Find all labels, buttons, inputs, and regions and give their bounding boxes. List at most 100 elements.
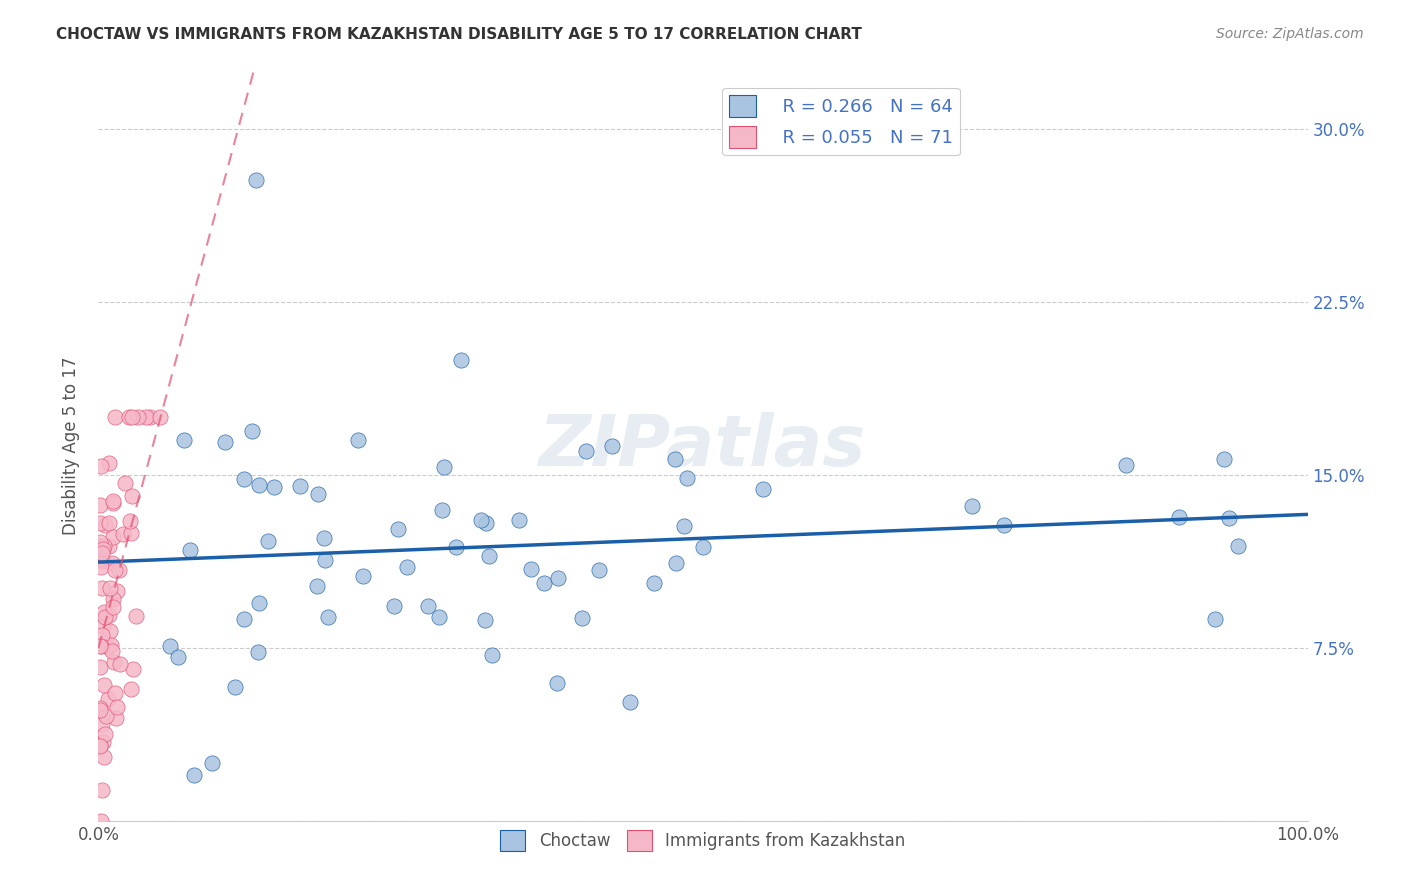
Point (665, 556, 688, 570)
Point (93, 749, 115, 764)
Point (347, 434, 370, 448)
Point (263, 480, 285, 494)
Point (127, 410, 149, 425)
Point (90, 458, 112, 473)
Point (90, 639, 112, 653)
Point (89, 738, 111, 752)
Point (387, 522, 409, 536)
Point (125, 608, 148, 623)
Point (89, 739, 111, 753)
Point (105, 583, 128, 598)
Point (470, 513, 492, 527)
Point (214, 434, 236, 449)
Point (93, 605, 115, 619)
Point (478, 549, 501, 563)
Point (249, 478, 271, 492)
Point (112, 526, 135, 541)
Point (318, 610, 340, 624)
Point (139, 410, 162, 425)
Point (98, 624, 121, 638)
Point (520, 562, 543, 576)
Point (94, 709, 117, 723)
Point (508, 513, 530, 527)
Point (105, 700, 128, 714)
Point (481, 648, 503, 662)
Point (89, 539, 111, 553)
Point (314, 531, 336, 545)
Point (91, 619, 114, 633)
Point (91, 541, 114, 556)
Point (382, 599, 405, 613)
Point (474, 613, 496, 627)
Point (104, 686, 127, 700)
Point (256, 533, 278, 548)
Point (201, 756, 224, 770)
Point (546, 675, 568, 690)
Point (179, 542, 201, 557)
Text: Source: ZipAtlas.com: Source: ZipAtlas.com (1216, 27, 1364, 41)
Point (547, 571, 569, 585)
Point (120, 682, 142, 697)
Point (120, 525, 142, 540)
Point (960, 500, 983, 514)
Point (664, 452, 686, 467)
Point (91, 546, 114, 560)
Point (246, 645, 269, 659)
Point (600, 439, 623, 453)
Point (159, 639, 181, 653)
Point (1168, 510, 1191, 524)
Point (91, 783, 114, 797)
Point (97, 692, 120, 706)
Point (173, 433, 195, 447)
Point (104, 563, 127, 577)
Point (1115, 458, 1137, 472)
Point (1218, 511, 1240, 525)
Point (97, 516, 120, 530)
Point (103, 530, 125, 544)
Point (288, 479, 311, 493)
Point (166, 650, 188, 665)
Point (98, 456, 121, 470)
Point (91, 717, 114, 731)
Point (114, 475, 136, 490)
Point (101, 556, 124, 570)
Point (120, 515, 142, 529)
Point (993, 518, 1015, 533)
Point (89, 660, 111, 674)
Point (247, 596, 270, 610)
Point (94, 727, 117, 741)
Text: CHOCTAW VS IMMIGRANTS FROM KAZAKHSTAN DISABILITY AGE 5 TO 17 CORRELATION CHART: CHOCTAW VS IMMIGRANTS FROM KAZAKHSTAN DI… (56, 27, 862, 42)
Point (692, 541, 714, 555)
Point (183, 767, 205, 781)
Point (93, 610, 115, 624)
Point (450, 352, 472, 367)
Point (103, 599, 125, 614)
Point (93, 678, 115, 692)
Point (91, 735, 114, 749)
Point (575, 444, 598, 458)
Point (122, 662, 145, 676)
Point (89, 640, 111, 654)
Point (240, 424, 263, 438)
Point (673, 519, 696, 533)
Point (89, 516, 111, 530)
Point (418, 599, 440, 614)
Point (105, 711, 128, 725)
Point (571, 611, 593, 625)
Point (101, 494, 124, 508)
Point (352, 568, 374, 582)
Point (752, 483, 775, 497)
Point (110, 657, 132, 672)
Point (533, 576, 555, 591)
Point (446, 540, 468, 554)
Point (232, 612, 254, 626)
Point (427, 610, 450, 624)
Point (91, 581, 114, 595)
Point (108, 563, 131, 577)
Point (1204, 611, 1226, 625)
Point (90, 814, 112, 828)
Point (118, 410, 141, 425)
Point (307, 487, 329, 501)
Point (1226, 539, 1249, 553)
Point (98, 581, 121, 595)
